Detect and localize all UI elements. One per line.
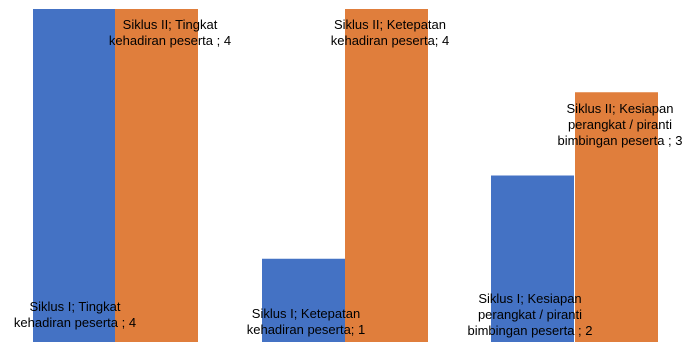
data-label-siklus-1-category-1: Siklus I; Tingkat kehadiran peserta ; 4 — [14, 299, 136, 330]
bar-siklus-1-category-2 — [262, 258, 345, 342]
data-label-line: perangkat / piranti — [478, 307, 582, 322]
data-label-siklus-1-category-3: Siklus I; Kesiapan perangkat / piranti bim… — [467, 291, 592, 338]
data-label-line: Siklus I; Kesiapan — [478, 291, 581, 306]
data-label-line: bimbingan peserta ; 2 — [467, 323, 592, 338]
data-label-line: Siklus I; Tingkat — [29, 299, 120, 314]
data-label-siklus-2-category-2: Siklus II; Ketepatan kehadiran peserta; 4 — [331, 17, 450, 48]
bar-siklus-1-category-3 — [491, 175, 574, 342]
data-label-line: kehadiran peserta ; 4 — [109, 33, 231, 48]
data-label-line: Siklus II; Tingkat — [123, 17, 218, 32]
data-label-line: Siklus II; Ketepatan — [334, 17, 446, 32]
data-label-line: kehadiran peserta ; 4 — [14, 315, 136, 330]
data-label-line: perangkat / piranti — [568, 117, 672, 132]
data-label-line: Siklus II; Kesiapan — [567, 101, 674, 116]
data-label-line: bimbingan peserta ; 3 — [557, 133, 682, 148]
data-labels-layer: Siklus I; Tingkat kehadiran peserta ; 4Si… — [14, 17, 683, 338]
data-label-siklus-2-category-1: Siklus II; Tingkat kehadiran peserta ; 4 — [109, 17, 231, 48]
bars-layer — [33, 9, 658, 342]
data-label-line: Siklus I; Ketepatan — [252, 306, 360, 321]
data-label-siklus-1-category-2: Siklus I; Ketepatan kehadiran peserta; 1 — [247, 306, 366, 337]
data-label-line: kehadiran peserta; 1 — [247, 322, 366, 337]
bar-siklus-2-category-3 — [575, 92, 658, 342]
data-label-siklus-2-category-3: Siklus II; Kesiapan perangkat / piranti bi… — [557, 101, 682, 148]
bar-siklus-2-category-2 — [345, 9, 428, 342]
bar-siklus-2-category-1 — [115, 9, 198, 342]
bar-siklus-1-category-1 — [33, 9, 116, 342]
data-label-line: kehadiran peserta; 4 — [331, 33, 450, 48]
